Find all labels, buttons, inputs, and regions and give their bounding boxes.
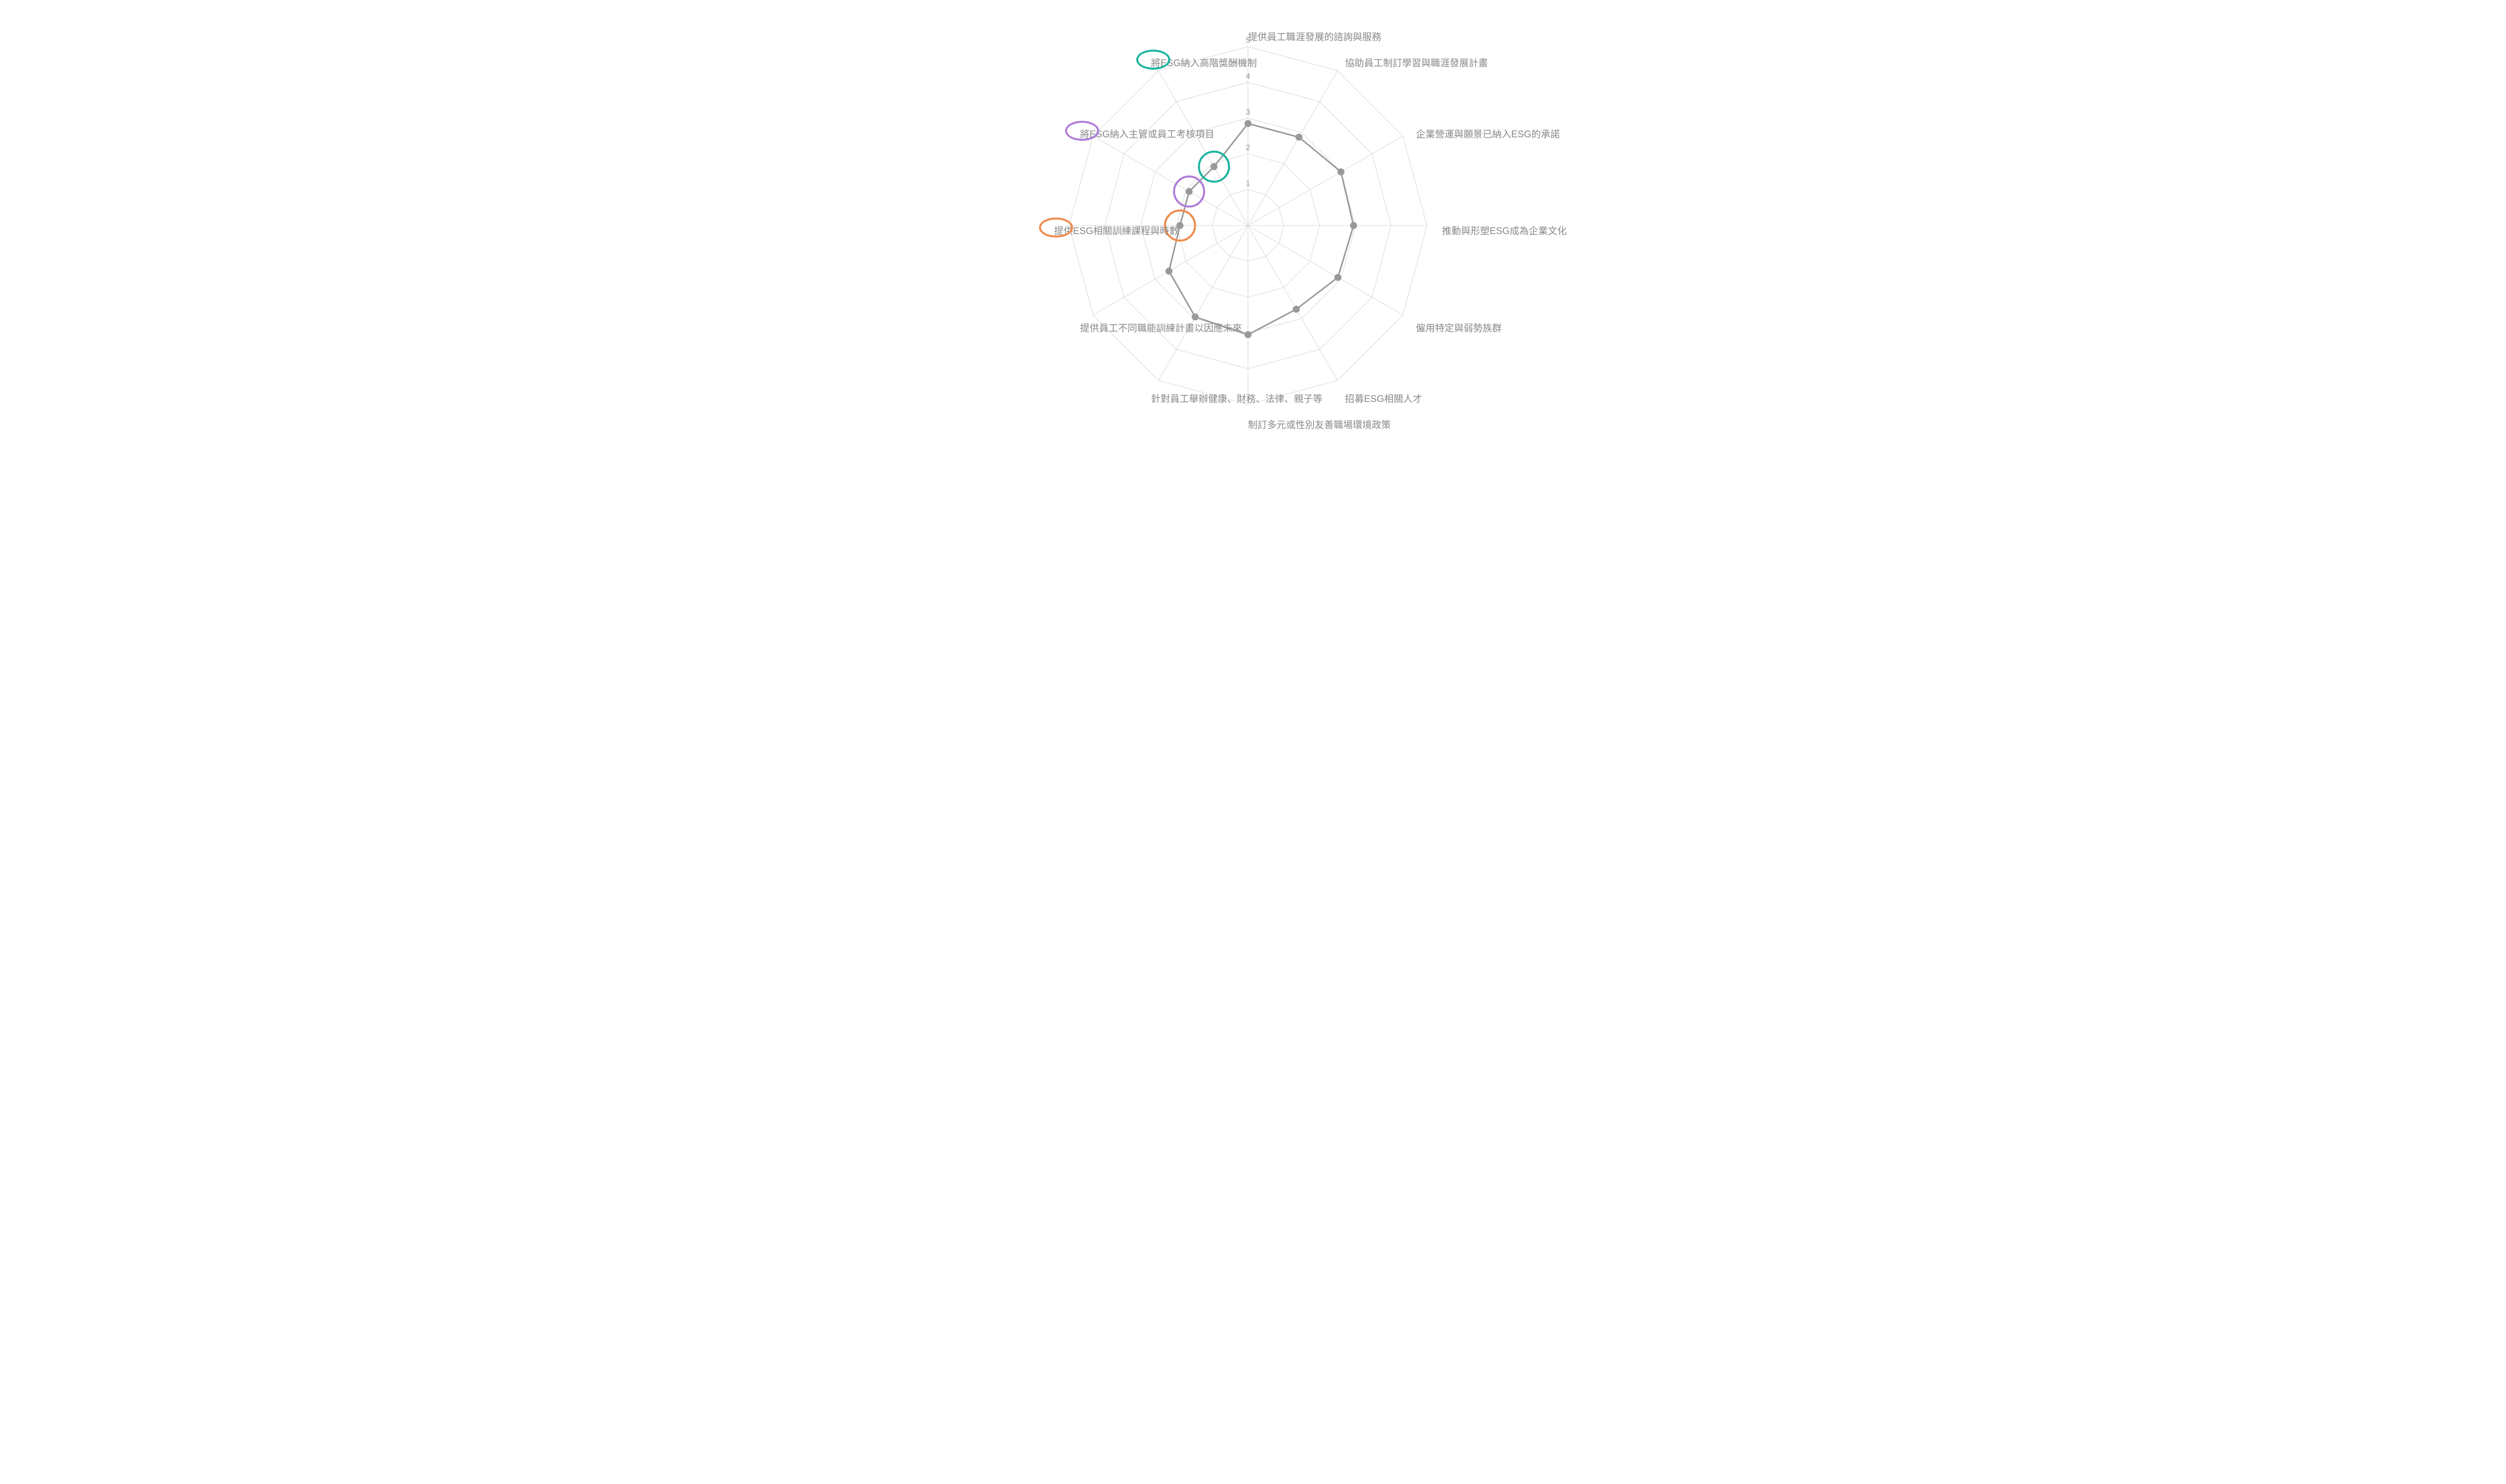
tick-label-2: 2 — [1246, 144, 1250, 152]
axis-label-esg-performance: 將ESG納入主管或員工考核項目 — [1080, 129, 1214, 141]
data-point-learning-plan — [1296, 134, 1303, 141]
data-point-employee-programs — [1192, 313, 1199, 320]
data-point-career-consult — [1244, 120, 1251, 127]
axis-label-learning-plan: 協助員工制訂學習與職涯發展計畫 — [1345, 58, 1488, 70]
axis-label-hire-vulnerable: 僱用特定與弱勢族群 — [1416, 323, 1502, 335]
data-point-hire-vulnerable — [1334, 274, 1341, 281]
spoke-esg-commitment — [1248, 136, 1403, 226]
axis-label-esg-culture: 推動與形塑ESG成為企業文化 — [1442, 226, 1567, 238]
axis-label-esg-training: 提供ESG相關訓練課程與時數 — [1054, 226, 1179, 238]
tick-label-4: 4 — [1246, 72, 1250, 81]
axis-label-employee-programs: 針對員工舉辦健康、財務、法律、親子等 — [1151, 393, 1323, 406]
axis-label-diversity-policy: 制訂多元或性別友善職場環境政策 — [1248, 419, 1391, 432]
data-point-diversity-policy — [1244, 331, 1251, 338]
tick-label-3: 3 — [1246, 108, 1250, 116]
spoke-esg-exec-comp — [1159, 71, 1248, 226]
data-point-esg-exec-comp — [1210, 163, 1217, 170]
axis-label-esg-commitment: 企業營運與願景已納入ESG的承諾 — [1416, 129, 1560, 141]
spoke-hire-vulnerable — [1248, 226, 1403, 315]
data-point-recruit-esg-talent — [1293, 306, 1300, 313]
axis-label-future-skills: 提供員工不同職能訓練計畫以因應未來 — [1080, 323, 1242, 335]
spoke-learning-plan — [1248, 71, 1338, 226]
data-point-future-skills — [1165, 268, 1172, 275]
data-point-esg-culture — [1350, 222, 1357, 229]
axis-label-esg-exec-comp: 將ESG納入高階獎酬機制 — [1151, 58, 1257, 70]
spoke-recruit-esg-talent — [1248, 226, 1338, 380]
data-point-esg-performance — [1186, 188, 1193, 195]
axis-label-recruit-esg-talent: 招募ESG相關人才 — [1345, 393, 1422, 406]
spoke-esg-performance — [1093, 136, 1248, 226]
data-point-esg-commitment — [1338, 168, 1345, 175]
axis-label-career-consult: 提供員工職涯發展的諮詢與服務 — [1248, 32, 1381, 44]
radar-chart-container: 12345 提供員工職涯發展的諮詢與服務協助員工制訂學習與職涯發展計畫企業營運與… — [877, 0, 1629, 436]
data-polygon — [1169, 124, 1353, 335]
tick-label-1: 1 — [1246, 179, 1250, 188]
spoke-employee-programs — [1159, 226, 1248, 380]
